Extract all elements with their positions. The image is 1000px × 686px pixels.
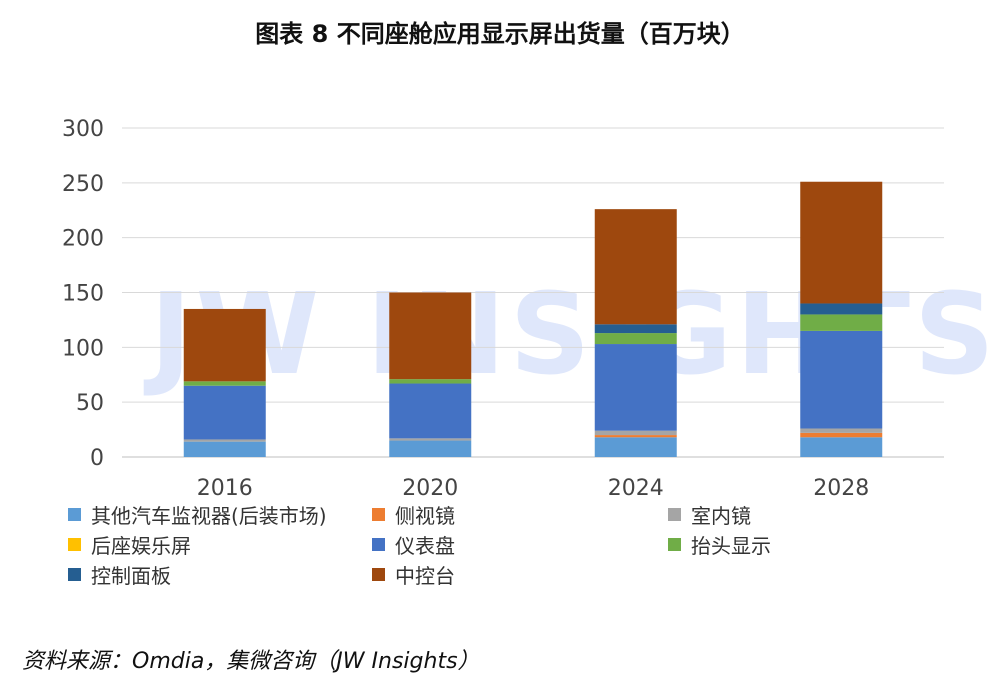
legend-label: 其他汽车监视器(后装市场) — [91, 504, 327, 528]
bar-segment — [389, 440, 472, 457]
bar-segment — [183, 439, 266, 442]
bar-segment — [183, 381, 266, 386]
y-tick-label: 50 — [76, 391, 104, 416]
bar-segment — [389, 379, 472, 384]
bar-segment — [800, 181, 883, 304]
legend-swatch — [372, 538, 385, 551]
bar-segment — [800, 303, 883, 315]
bar-segment — [800, 428, 883, 433]
y-tick-label: 250 — [62, 172, 104, 197]
bar-segment — [800, 432, 883, 438]
x-tick-label: 2028 — [813, 476, 869, 500]
bar-segment — [800, 314, 883, 331]
legend-item: 其他汽车监视器(后装市场) — [68, 500, 327, 529]
bar-segment — [183, 385, 266, 440]
legend-label: 仪表盘 — [395, 534, 455, 558]
legend-swatch — [68, 508, 81, 521]
bar-segment — [594, 324, 677, 334]
bars — [183, 181, 883, 457]
y-tick-label: 150 — [62, 282, 104, 307]
legend-label: 中控台 — [395, 564, 455, 588]
legend-label: 侧视镜 — [395, 504, 455, 528]
legend-swatch — [668, 508, 681, 521]
x-tick-label: 2016 — [197, 476, 253, 500]
y-tick-label: 100 — [62, 336, 104, 361]
chart-title: 图表 8 不同座舱应用显示屏出货量（百万块） — [255, 20, 745, 48]
x-axis-ticks: 2016 2020 2024 2028 — [197, 476, 870, 500]
y-tick-label: 300 — [62, 117, 104, 142]
bar-segment — [389, 292, 472, 380]
y-axis-ticks: 0 50 100 150 200 250 300 — [62, 117, 104, 471]
legend-item: 侧视镜 — [372, 500, 455, 529]
legend-label: 后座娱乐屏 — [91, 534, 191, 558]
source-note: 资料来源：Omdia，集微咨询（JW Insights） — [22, 649, 480, 674]
legend-swatch — [668, 538, 681, 551]
legend-item: 控制面板 — [68, 560, 171, 589]
y-tick-label: 0 — [90, 446, 104, 471]
bar-segment — [389, 383, 472, 439]
bar-segment — [594, 430, 677, 436]
legend-swatch — [372, 508, 385, 521]
bar-segment — [594, 437, 677, 457]
x-tick-label: 2020 — [402, 476, 458, 500]
legend-item: 抬头显示 — [668, 530, 771, 559]
y-tick-label: 200 — [62, 227, 104, 252]
bar-segment — [594, 209, 677, 325]
bar-segment — [183, 441, 266, 457]
legend-label: 控制面板 — [91, 564, 171, 588]
bar-segment — [800, 437, 883, 457]
legend-swatch — [372, 568, 385, 581]
legend-label: 抬头显示 — [691, 534, 771, 558]
bar-segment — [389, 438, 472, 441]
bar-segment — [800, 330, 883, 429]
legend-label: 室内镜 — [691, 504, 751, 528]
bar-segment — [594, 435, 677, 438]
legend-swatch — [68, 568, 81, 581]
legend-item: 仪表盘 — [372, 530, 455, 559]
bar-segment — [594, 344, 677, 431]
legend-swatch — [68, 538, 81, 551]
legend-item: 后座娱乐屏 — [68, 530, 191, 559]
x-tick-label: 2024 — [608, 476, 664, 500]
bar-segment — [594, 333, 677, 345]
stacked-bar-chart: 0 50 100 150 200 250 300 2016 2020 2024 2028 — [62, 117, 944, 500]
legend-item: 室内镜 — [668, 500, 751, 529]
bar-segment — [183, 308, 266, 382]
legend-item: 中控台 — [372, 560, 455, 589]
